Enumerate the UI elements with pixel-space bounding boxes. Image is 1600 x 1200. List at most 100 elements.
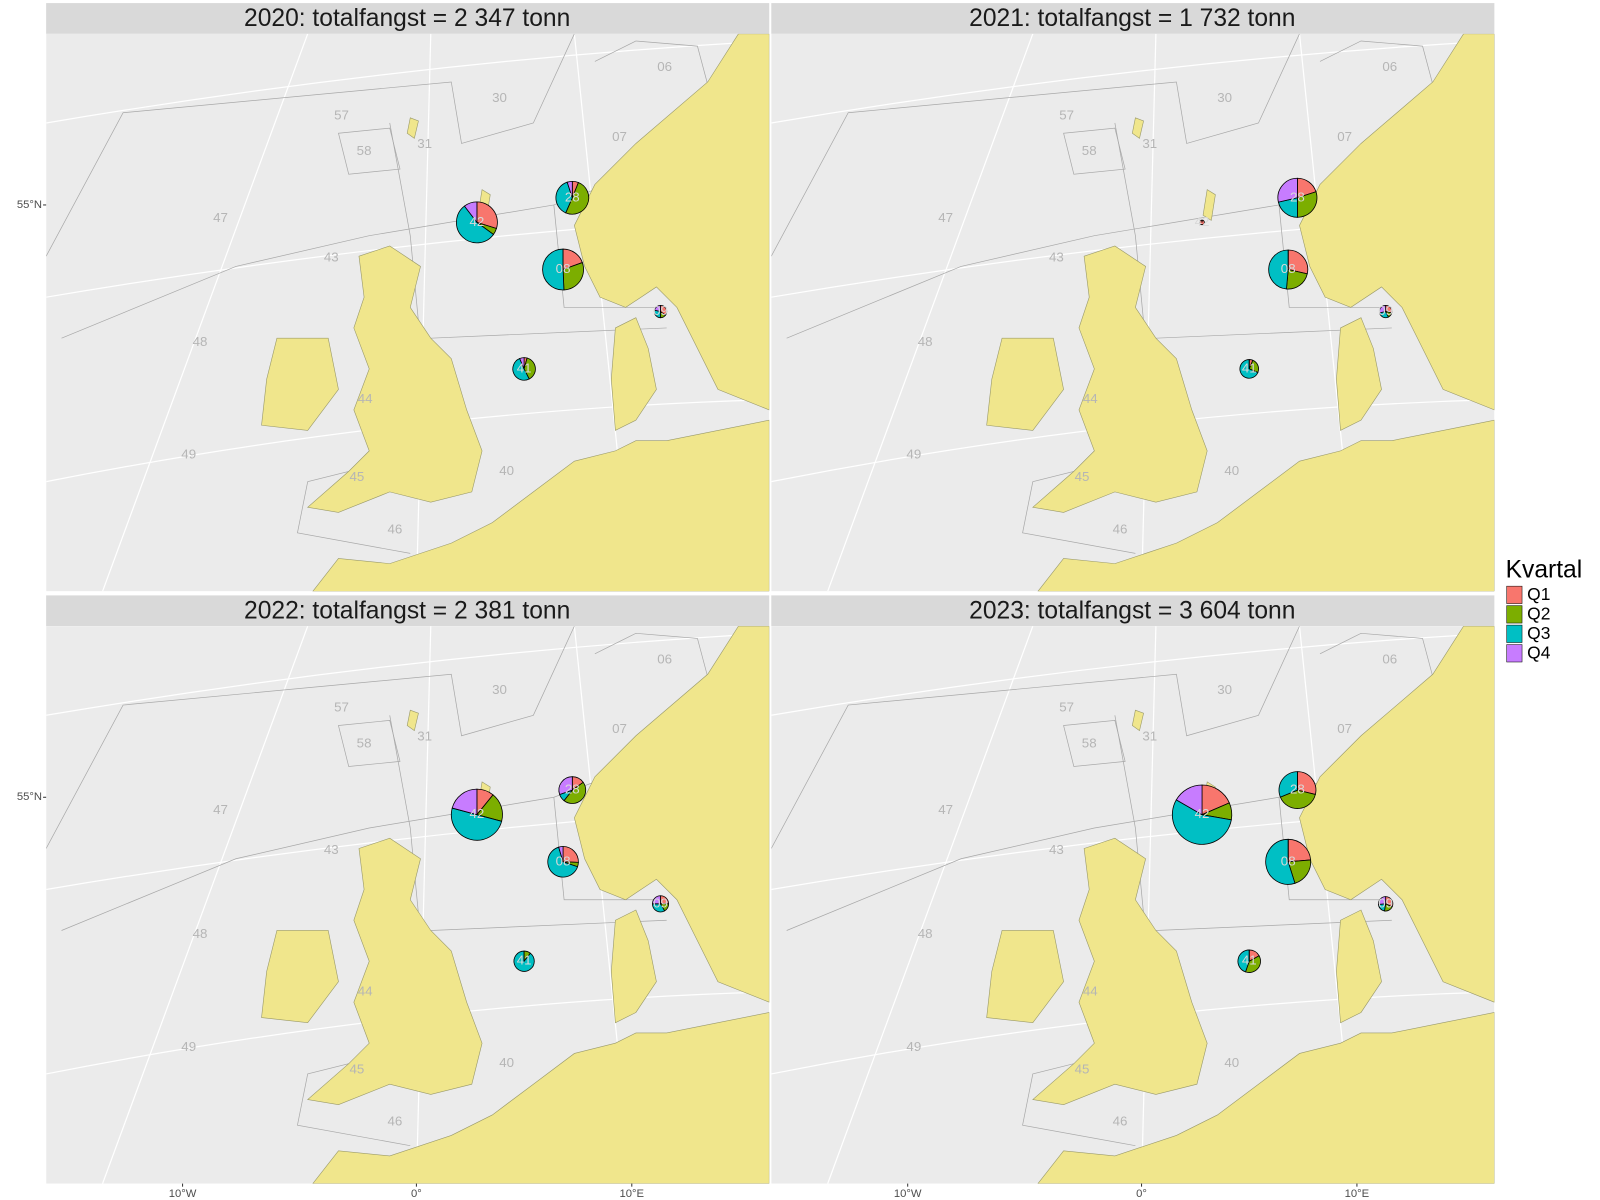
x-axis-label: 10°W [894, 1188, 922, 1200]
area-label: 45 [350, 1061, 365, 1076]
pie [652, 895, 670, 913]
pie-wedge [653, 304, 661, 313]
area-label: 30 [1217, 90, 1232, 105]
pie-label: 41 [517, 360, 532, 375]
area-label: 07 [1337, 129, 1352, 144]
area-label: 46 [387, 521, 402, 536]
area-label: 47 [938, 210, 953, 225]
pie [1265, 838, 1312, 885]
pie-label: 09 [1378, 303, 1393, 318]
area-label: 07 [612, 721, 627, 736]
pie-wedge [1237, 949, 1250, 973]
pie [1268, 249, 1309, 290]
pie-label: 42 [1195, 214, 1210, 229]
area-label: 46 [1113, 521, 1128, 536]
map: 06 30 57 31 58 07 47 43 48 44 49 45 40 46 42 28 08 09 41 [46, 33, 770, 592]
area-label: 47 [213, 802, 228, 817]
area-label: 45 [1075, 1061, 1090, 1076]
pie-wedge [558, 776, 573, 795]
pie-wedge [1379, 304, 1387, 314]
pie-wedge [450, 807, 503, 841]
area-label: 40 [499, 463, 514, 478]
pie-wedge [1378, 896, 1387, 905]
area-label: 06 [657, 651, 672, 666]
pie-label: 42 [470, 806, 485, 821]
area-label: 49 [906, 447, 921, 462]
legend-key [1506, 644, 1523, 663]
panel-title: 2023: totalfangst = 3 604 tonn [969, 597, 1295, 624]
area-label: 44 [358, 391, 373, 406]
area-label: 48 [918, 334, 933, 349]
pie [1199, 219, 1205, 226]
pie-wedge [519, 357, 525, 370]
pie-label: 08 [1281, 853, 1296, 868]
pie [1379, 304, 1393, 319]
x-axis-label: 10°E [1345, 1188, 1370, 1200]
area-label: 58 [357, 143, 372, 158]
x-axis-label: 10°W [169, 1188, 197, 1200]
pie-wedge [1268, 249, 1289, 290]
pie [1239, 359, 1259, 379]
pie [542, 248, 584, 291]
area-label: 43 [324, 250, 339, 265]
area-label: 07 [1337, 721, 1352, 736]
pie-label: 08 [556, 261, 571, 276]
pie-wedge [1297, 191, 1318, 218]
pie-wedge [1244, 955, 1261, 973]
pie-label: 42 [470, 214, 485, 229]
strip [46, 595, 770, 627]
area-label: 30 [492, 682, 507, 697]
pie [1378, 896, 1394, 912]
pie [1237, 949, 1261, 973]
strip [771, 3, 1495, 34]
x-axis-label: 0° [1136, 1188, 1147, 1200]
panel: 2022: totalfangst = 2 381 tonn 06 30 57 31 58… [17, 595, 770, 1200]
pie-label: 28 [565, 189, 580, 204]
pie-label: 28 [1290, 782, 1305, 797]
area-label: 06 [1382, 651, 1397, 666]
pie [653, 304, 668, 319]
legend-label: Q4 [1527, 642, 1551, 662]
pie-wedge [1287, 249, 1309, 275]
area-label: 44 [1083, 983, 1098, 998]
pie-label: 08 [1281, 261, 1296, 276]
pie [512, 357, 536, 381]
pie-wedge [565, 182, 590, 215]
area-label: 44 [358, 983, 373, 998]
legend-key [1506, 605, 1523, 624]
panel: 2021: totalfangst = 1 732 tonn 06 30 57 31 58… [771, 3, 1495, 592]
area-label: 58 [1082, 143, 1097, 158]
pie [558, 776, 587, 804]
pie-label: 09 [1378, 895, 1393, 910]
area-label: 46 [387, 1114, 402, 1129]
pie-wedge [1287, 838, 1312, 863]
pie-wedge [476, 201, 498, 230]
area-label: 47 [938, 802, 953, 817]
strip [46, 3, 770, 34]
area-label: 48 [193, 334, 208, 349]
pie-wedge [566, 180, 573, 198]
strip [771, 595, 1495, 627]
panel-title: 2020: totalfangst = 2 347 tonn [244, 5, 570, 32]
pie [555, 180, 590, 215]
pie [513, 950, 535, 972]
pie-label: 41 [517, 953, 532, 968]
pie-wedge [1265, 838, 1296, 885]
area-label: 43 [324, 842, 339, 857]
legend-label: Q3 [1527, 623, 1550, 643]
area-label: 57 [334, 700, 349, 715]
area-label: 58 [357, 735, 372, 750]
area-label: 06 [1382, 59, 1397, 74]
map: 06 30 57 31 58 07 47 43 48 44 49 45 40 46 42 28 08 09 41 [771, 33, 1495, 592]
y-axis-label: 55°N [17, 791, 42, 803]
area-label: 57 [334, 107, 349, 122]
legend-label: Q1 [1527, 584, 1550, 604]
area-label: 40 [1224, 1055, 1239, 1070]
pie-wedge [1277, 177, 1298, 203]
pie-label: 28 [1290, 189, 1305, 204]
area-label: 44 [1083, 391, 1098, 406]
pie-wedge [1297, 771, 1317, 795]
area-label: 43 [1049, 250, 1064, 265]
area-label: 31 [417, 136, 432, 151]
area-label: 40 [1224, 463, 1239, 478]
